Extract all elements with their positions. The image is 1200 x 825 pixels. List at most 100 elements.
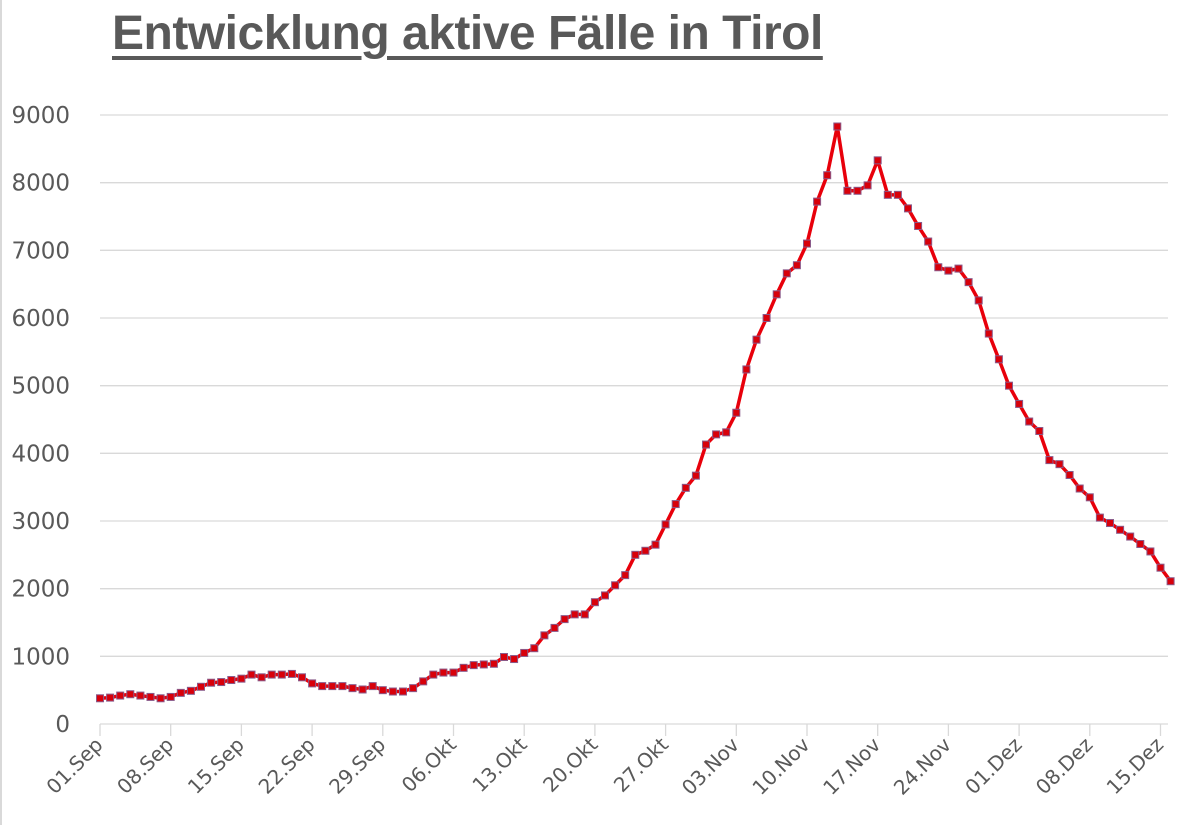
data-point-marker: [520, 648, 529, 657]
series-active-cases: [96, 122, 1175, 703]
data-point-marker: [207, 678, 216, 687]
data-point-marker: [409, 684, 418, 693]
y-tick-label: 8000: [11, 171, 70, 197]
data-point-marker: [631, 550, 640, 559]
data-point-marker: [661, 520, 670, 529]
data-point-marker: [873, 156, 882, 165]
data-point-marker: [964, 278, 973, 287]
y-tick-label: 7000: [11, 238, 70, 264]
data-point-marker: [792, 261, 801, 270]
data-point-marker: [621, 571, 630, 580]
data-point-marker: [298, 673, 306, 682]
data-point-marker: [974, 296, 983, 305]
data-point-marker: [954, 264, 963, 273]
data-point-marker: [681, 483, 690, 492]
x-tick-label: 03.Nov: [677, 732, 744, 799]
data-point-marker: [419, 677, 428, 686]
data-point-marker: [186, 686, 195, 695]
data-point-marker: [924, 237, 933, 246]
data-point-marker: [722, 428, 731, 437]
data-point-marker: [1166, 577, 1175, 586]
data-point-marker: [1126, 532, 1135, 541]
data-point-marker: [126, 690, 135, 699]
x-tick-label: 06.Okt: [397, 732, 461, 796]
x-tick-label: 01.Dez: [960, 733, 1026, 799]
y-tick-label: 3000: [11, 509, 70, 535]
data-point-marker: [116, 691, 125, 700]
data-point-marker: [1005, 381, 1013, 390]
data-point-marker: [176, 688, 185, 697]
data-point-marker: [197, 682, 205, 691]
data-point-marker: [439, 668, 448, 677]
data-point-marker: [1015, 399, 1024, 408]
data-point-marker: [469, 661, 478, 670]
y-tick-label: 0: [55, 712, 70, 738]
data-point-marker: [217, 678, 226, 687]
data-point-marker: [994, 355, 1003, 364]
data-point-marker: [1045, 456, 1054, 465]
data-point-marker: [984, 329, 993, 338]
data-point-marker: [489, 659, 498, 668]
data-point-marker: [1085, 493, 1094, 502]
data-point-marker: [156, 694, 165, 703]
data-point-marker: [702, 440, 710, 449]
data-point-marker: [712, 430, 721, 439]
data-point-marker: [580, 610, 589, 619]
data-point-marker: [227, 676, 236, 685]
data-point-marker: [641, 546, 650, 555]
data-point-marker: [934, 263, 943, 272]
data-point-marker: [843, 186, 852, 195]
data-point-marker: [1065, 470, 1074, 479]
data-point-marker: [1075, 484, 1084, 493]
data-point-marker: [1055, 460, 1064, 469]
data-point-marker: [479, 660, 488, 669]
data-point-marker: [136, 691, 145, 700]
data-point-marker: [762, 314, 771, 322]
data-point-marker: [671, 500, 680, 509]
x-tick-label: 20.Okt: [538, 732, 602, 796]
data-point-marker: [691, 471, 700, 480]
data-point-marker: [96, 694, 104, 703]
data-point-marker: [338, 682, 347, 691]
data-point-marker: [601, 591, 609, 600]
data-point-marker: [449, 668, 458, 677]
data-point-marker: [772, 290, 781, 299]
data-point-marker: [1025, 417, 1034, 426]
data-point-marker: [328, 682, 337, 691]
data-point-marker: [590, 598, 599, 607]
data-point-marker: [550, 623, 559, 632]
x-tick-label: 13.Okt: [467, 732, 531, 796]
data-point-marker: [863, 181, 872, 190]
data-point-marker: [833, 122, 842, 131]
data-point-marker: [651, 540, 660, 549]
data-point-marker: [530, 644, 539, 653]
data-point-marker: [752, 335, 761, 344]
data-point-marker: [893, 190, 902, 199]
y-tick-label: 9000: [11, 103, 70, 129]
data-point-marker: [1116, 525, 1125, 534]
x-tick-label: 22.Sep: [254, 733, 320, 799]
data-point-marker: [348, 684, 357, 693]
x-tick-label: 15.Sep: [183, 733, 249, 799]
data-point-marker: [388, 687, 397, 696]
data-point-marker: [308, 679, 317, 688]
data-point-marker: [742, 365, 751, 374]
x-tick-label: 15.Dez: [1102, 733, 1168, 799]
data-point-marker: [166, 692, 175, 701]
data-point-marker: [378, 686, 387, 695]
data-point-marker: [459, 663, 468, 672]
data-point-marker: [803, 239, 811, 248]
data-point-marker: [237, 674, 246, 683]
gridlines: [100, 114, 1168, 725]
data-point-marker: [914, 221, 923, 230]
data-point-marker: [560, 615, 569, 624]
y-axis: 0 1000 2000 3000 4000 5000 6000 7000 8000 9000: [11, 103, 70, 738]
x-tick-label: 08.Dez: [1031, 733, 1097, 799]
x-tick-label: 10.Nov: [747, 732, 814, 799]
x-axis: 01.Sep 08.Sep 15.Sep 22.Sep 29.Sep 06.Okt 13.O…: [41, 724, 1168, 800]
data-point-marker: [106, 693, 115, 702]
page-left-border: [0, 0, 2, 825]
data-point-marker: [1156, 563, 1165, 572]
data-point-marker: [1136, 540, 1145, 549]
